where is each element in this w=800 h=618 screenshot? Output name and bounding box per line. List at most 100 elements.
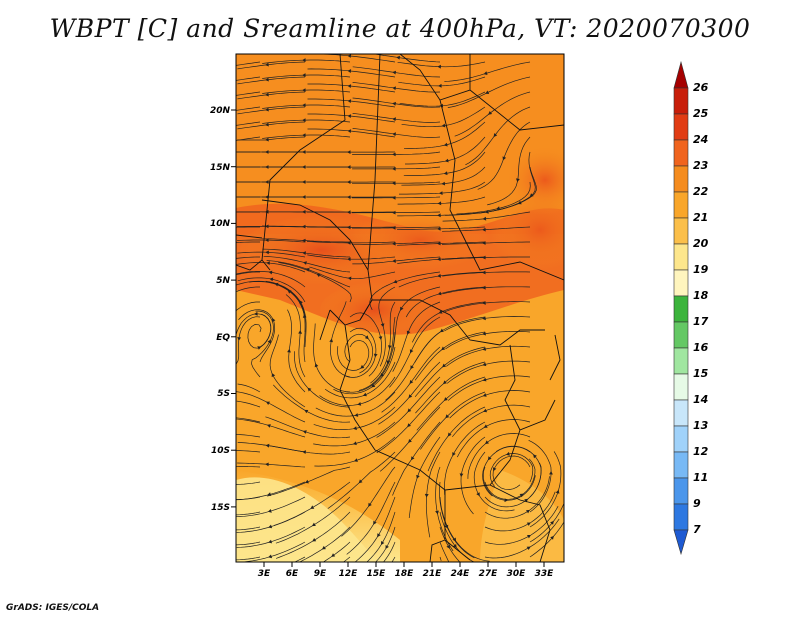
- streamline: [265, 416, 351, 439]
- streamline: [392, 286, 441, 350]
- streamline: [416, 376, 486, 431]
- lat-label: 5N: [216, 276, 230, 286]
- streamline: [344, 333, 374, 374]
- streamline-arrow: [555, 489, 560, 494]
- streamline-arrow: [302, 133, 306, 137]
- streamline-arrow: [266, 401, 270, 405]
- streamline: [263, 255, 351, 273]
- streamline: [427, 406, 486, 472]
- streamline: [236, 271, 260, 276]
- streamline: [375, 526, 396, 562]
- streamline: [330, 301, 351, 378]
- streamline: [262, 134, 351, 139]
- colorbar-label: 11: [693, 471, 708, 484]
- border-line: [489, 484, 551, 562]
- streamline: [247, 313, 272, 349]
- map-frame: [235, 53, 565, 563]
- streamline-arrow: [267, 492, 272, 496]
- streamline: [236, 433, 261, 438]
- streamline-arrow: [237, 337, 242, 341]
- colorbar-label: 9: [693, 497, 701, 510]
- streamline: [237, 226, 306, 228]
- lat-label: 5S: [217, 389, 230, 399]
- streamline-arrow: [453, 544, 457, 548]
- streamline-arrow: [265, 209, 269, 214]
- colorbar-segment: [673, 243, 689, 271]
- streamline-arrow: [299, 300, 303, 305]
- streamline: [236, 256, 260, 259]
- streamline-arrow: [410, 365, 414, 370]
- streamline-arrow: [307, 387, 312, 392]
- streamline: [294, 351, 351, 408]
- border-line: [359, 54, 381, 321]
- streamline: [414, 316, 486, 363]
- streamline: [369, 271, 441, 310]
- streamline-arrow: [310, 505, 315, 509]
- lon-label: 15E: [367, 569, 387, 579]
- colorbar-label: 22: [693, 185, 709, 198]
- streamline: [273, 481, 351, 526]
- streamline: [447, 375, 531, 401]
- streamline-arrow: [400, 306, 404, 311]
- streamline: [444, 61, 531, 82]
- colorbar-segment: [673, 87, 689, 115]
- streamline: [414, 346, 486, 398]
- streamline: [324, 361, 396, 399]
- streamline-arrow: [438, 310, 443, 314]
- streamline-arrow: [483, 71, 488, 75]
- lon-label: 18E: [395, 569, 415, 579]
- streamlines: [236, 54, 564, 562]
- border-line: [549, 334, 561, 381]
- streamline-arrow: [519, 493, 524, 498]
- streamline-arrow: [437, 226, 441, 231]
- map-title: WBPT [C] and Sreamline at 400hPa, VT: 20…: [49, 14, 751, 43]
- streamline: [236, 313, 272, 348]
- streamline-arrow: [527, 535, 531, 539]
- streamline-arrow: [353, 426, 357, 431]
- streamline-arrow: [446, 544, 450, 549]
- streamline-arrow: [347, 69, 352, 73]
- colorbar-segment: [673, 503, 689, 531]
- border-line: [469, 89, 564, 131]
- streamline-arrow: [305, 268, 310, 272]
- streamline-arrow: [408, 394, 413, 399]
- streamline-arrow: [482, 331, 486, 336]
- streamline: [403, 151, 486, 177]
- streamline-arrow: [265, 150, 269, 154]
- streamline: [236, 280, 306, 318]
- country-borders: [236, 54, 564, 562]
- streamline: [445, 331, 531, 350]
- streamline: [352, 181, 441, 184]
- streamline-arrow: [347, 241, 351, 245]
- streamline: [411, 301, 486, 343]
- streamline: [447, 76, 531, 108]
- streamline: [349, 312, 382, 377]
- streamline-arrow: [302, 224, 306, 229]
- streamline-arrow: [358, 479, 363, 484]
- streamline-arrow: [517, 200, 522, 205]
- streamline: [372, 54, 441, 63]
- streamline: [262, 248, 351, 258]
- streamline: [315, 391, 396, 417]
- streamline-arrow: [265, 224, 269, 229]
- streamline: [236, 541, 306, 562]
- streamline: [262, 104, 351, 109]
- streamline-arrow: [411, 456, 415, 461]
- lon-label: 30E: [507, 569, 527, 579]
- streamline-arrow: [266, 261, 270, 265]
- lon-label: 6E: [286, 569, 299, 579]
- streamline-arrow: [439, 328, 444, 333]
- streamline: [307, 113, 396, 123]
- colorbar-segment: [673, 347, 689, 375]
- streamline: [237, 76, 306, 85]
- lon-label: 24E: [451, 569, 471, 579]
- colorbar-segment: [673, 373, 689, 401]
- colorbar-label: 14: [693, 393, 708, 406]
- streamline-arrow: [385, 545, 389, 549]
- streamline-arrow: [407, 408, 412, 413]
- streamline: [379, 406, 441, 472]
- border-line: [261, 54, 346, 271]
- streamline-arrow: [392, 117, 396, 122]
- streamline: [399, 181, 486, 195]
